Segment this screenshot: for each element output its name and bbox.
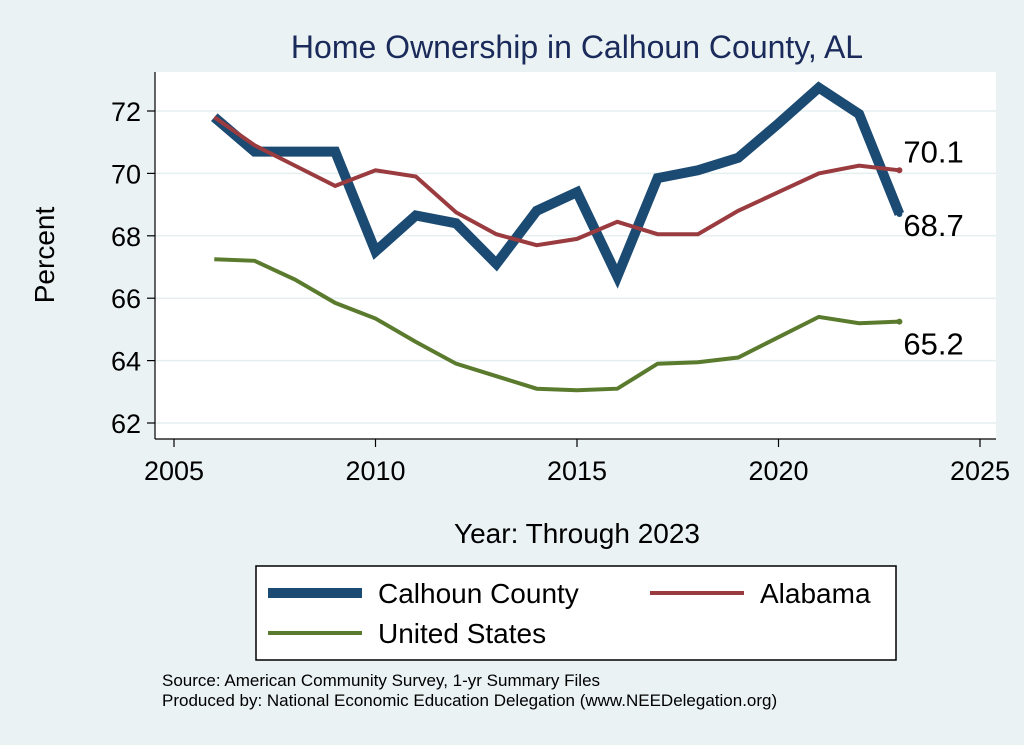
legend-label-alabama: Alabama (760, 578, 871, 609)
series-line-calhoun-county (211, 81, 905, 289)
x-axis-title: Year: Through 2023 (454, 518, 700, 549)
source-note: Source: American Community Survey, 1-yr … (162, 671, 600, 690)
y-tick-label: 70 (111, 159, 141, 189)
legend: Calhoun County Alabama United States (255, 565, 897, 661)
end-label-calhoun-county: 68.7 (903, 208, 963, 243)
legend-box (255, 565, 897, 661)
end-point-united-states (896, 318, 903, 325)
chart-title: Home Ownership in Calhoun County, AL (291, 29, 863, 65)
x-tick-label: 2005 (144, 456, 204, 486)
x-tick-label: 2015 (547, 456, 607, 486)
y-axis: 62 64 66 68 70 72 (111, 72, 156, 439)
y-tick-label: 72 (111, 97, 141, 127)
end-label-alabama: 70.1 (903, 134, 963, 169)
legend-label-calhoun-county: Calhoun County (378, 578, 579, 609)
series-line-united-states (214, 257, 900, 393)
end-label-united-states: 65.2 (903, 327, 963, 362)
y-tick-label: 66 (111, 284, 141, 314)
end-point-calhoun-county (896, 210, 903, 217)
plot-area (155, 72, 996, 439)
y-tick-label: 62 (111, 409, 141, 439)
series-line-alabama (213, 115, 900, 248)
legend-label-united-states: United States (378, 618, 546, 649)
end-point-alabama (896, 167, 903, 174)
y-axis-title: Percent (29, 207, 60, 304)
grid-lines (155, 110, 996, 424)
series-lines (211, 81, 905, 393)
end-labels: 68.7 70.1 65.2 (896, 134, 964, 362)
x-tick-label: 2010 (345, 456, 405, 486)
producer-note: Produced by: National Economic Education… (162, 691, 777, 710)
y-tick-label: 64 (111, 347, 141, 377)
x-tick-label: 2025 (950, 456, 1010, 486)
y-tick-label: 68 (111, 222, 141, 252)
x-tick-label: 2020 (748, 456, 808, 486)
x-axis: 2005 2010 2015 2020 2025 (144, 438, 1010, 486)
